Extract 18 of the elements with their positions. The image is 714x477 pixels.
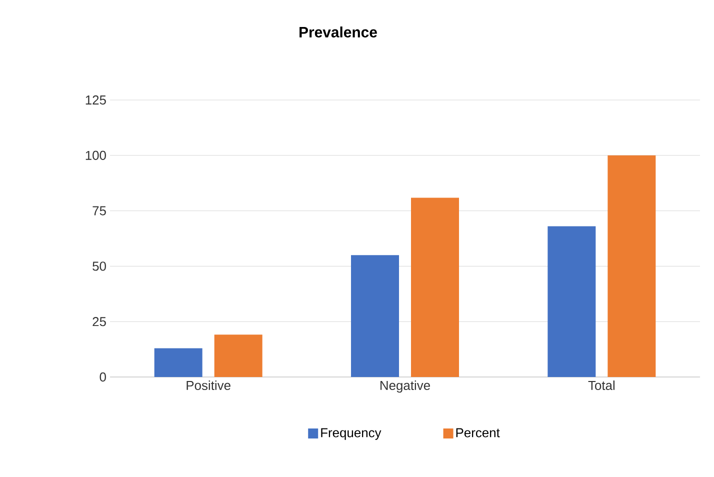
- y-tick-label: 125: [86, 95, 106, 105]
- bar: [214, 334, 262, 377]
- bar: [608, 155, 656, 377]
- bar: [548, 226, 596, 377]
- bar: [351, 255, 400, 377]
- y-tick-label: 0: [100, 372, 106, 382]
- x-tick-label: Positive: [186, 380, 230, 390]
- legend-label: Frequency: [321, 428, 382, 440]
- bar: [411, 198, 460, 377]
- y-tick-label: 50: [92, 262, 106, 271]
- x-tick-label: Negative: [380, 380, 430, 393]
- legend-label: Percent: [456, 428, 500, 438]
- chart-title: Prevalence: [300, 26, 377, 38]
- bar: [154, 348, 202, 377]
- y-tick-label: 100: [86, 150, 106, 160]
- y-tick-label: 75: [92, 206, 106, 216]
- y-tick-label: 25: [92, 317, 106, 326]
- x-tick-label: Total: [588, 380, 614, 390]
